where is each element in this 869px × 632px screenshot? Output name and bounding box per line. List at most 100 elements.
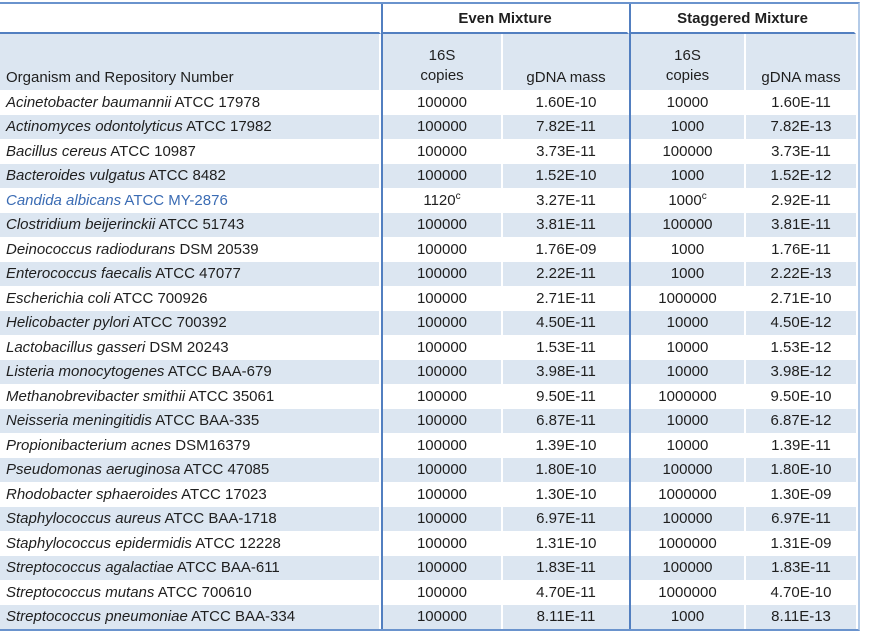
repository-number: ATCC BAA-334 xyxy=(191,608,296,626)
even-gdna-mass-cell: 1.39E-10 xyxy=(503,433,629,458)
even-16s-copies-value: 100000 xyxy=(416,510,468,528)
even-16s-copies-cell: 100000 xyxy=(381,139,503,164)
table-row: Staphylococcus aureus ATCC BAA-1718 1000… xyxy=(0,506,856,531)
staggered-16s-copies-cell: 100000 xyxy=(629,457,746,482)
species-name: Acinetobacter baumannii xyxy=(6,93,172,111)
staggered-gdna-mass-value: 3.81E-11 xyxy=(771,216,831,234)
even-16s-copies-value: 100000 xyxy=(416,436,468,454)
staggered-16s-copies-value: 100000 xyxy=(662,559,713,577)
repository-number: ATCC BAA-679 xyxy=(167,363,272,381)
staggered-16s-copies-cell: 10000 xyxy=(629,310,746,335)
even-gdna-mass-cell: 1.76E-09 xyxy=(503,237,629,262)
staggered-16s-copies-cell: 100000 xyxy=(629,139,746,164)
table-row: Methanobrevibacter smithii ATCC 35061 10… xyxy=(0,384,856,409)
staggered-16s-copies-value: 10000 xyxy=(666,338,709,356)
even-16s-copies-value: 100000 xyxy=(416,412,468,430)
repository-number: ATCC 35061 xyxy=(188,387,275,405)
repository-number: ATCC 51743 xyxy=(158,216,245,234)
staggered-gdna-mass-cell: 1.39E-11 xyxy=(746,433,856,458)
table-row: Lactobacillus gasseri DSM 20243 100000 1… xyxy=(0,335,856,360)
staggered-16s-copies-cell: 1000c xyxy=(629,188,746,213)
staggered-16s-copies-cell: 1000 xyxy=(629,237,746,262)
species-name: Staphylococcus aureus xyxy=(6,510,162,528)
organism-cell: Helicobacter pylori ATCC 700392 xyxy=(0,310,381,335)
even-16s-copies-value: 100000 xyxy=(416,485,468,503)
header-copies-label: copies xyxy=(420,67,464,84)
staggered-gdna-mass-value: 9.50E-10 xyxy=(770,387,832,405)
organism-cell: Acinetobacter baumannii ATCC 17978 xyxy=(0,90,381,115)
even-16s-copies-value: 100000 xyxy=(416,289,468,307)
staggered-gdna-mass-cell: 6.97E-11 xyxy=(746,506,856,531)
staggered-gdna-mass-cell: 1.83E-11 xyxy=(746,555,856,580)
even-16s-copies-cell: 100000 xyxy=(381,114,503,139)
staggered-gdna-mass-value: 1.39E-11 xyxy=(771,436,831,454)
even-16s-copies-cell: 100000 xyxy=(381,555,503,580)
species-name: Streptococcus pneumoniae xyxy=(6,608,188,626)
staggered-gdna-mass-value: 1.80E-10 xyxy=(770,461,832,479)
staggered-16s-copies-cell: 100000 xyxy=(629,212,746,237)
even-16s-copies-value: 100000 xyxy=(416,216,468,234)
even-gdna-mass-cell: 1.53E-11 xyxy=(503,335,629,360)
staggered-16s-copies-header: 16S copies xyxy=(629,34,746,90)
even-16s-copies-value: 100000 xyxy=(416,534,468,552)
repository-number: ATCC 17978 xyxy=(174,93,261,111)
organism-cell: Rhodobacter sphaeroides ATCC 17023 xyxy=(0,482,381,507)
group-header-row: Even Mixture Staggered Mixture xyxy=(0,4,856,34)
even-16s-copies-value: 100000 xyxy=(416,265,468,283)
even-gdna-mass-value: 1.53E-11 xyxy=(536,338,596,356)
species-name: Candida albicans xyxy=(6,191,122,209)
staggered-16s-copies-value: 1000 xyxy=(670,265,705,283)
even-gdna-mass-cell: 7.82E-11 xyxy=(503,114,629,139)
even-gdna-mass-cell: 6.97E-11 xyxy=(503,506,629,531)
staggered-gdna-mass-cell: 7.82E-13 xyxy=(746,114,856,139)
table-body: Acinetobacter baumannii ATCC 17978 10000… xyxy=(0,90,856,629)
staggered-gdna-mass-cell: 1.31E-09 xyxy=(746,531,856,556)
staggered-16s-copies-value: 10000 xyxy=(666,93,709,111)
staggered-16s-copies-value: 1000 xyxy=(670,118,705,136)
staggered-gdna-mass-cell: 1.60E-11 xyxy=(746,90,856,115)
even-16s-copies-value: 100000 xyxy=(416,608,468,626)
organism-cell: Streptococcus mutans ATCC 700610 xyxy=(0,580,381,605)
staggered-16s-copies-cell: 1000 xyxy=(629,261,746,286)
organism-cell: Neisseria meningitidis ATCC BAA-335 xyxy=(0,408,381,433)
header-16s-label: 16S xyxy=(428,47,456,64)
even-16s-copies-cell: 100000 xyxy=(381,384,503,409)
staggered-16s-copies-value: 1000000 xyxy=(658,534,717,552)
even-16s-copies-value: 100000 xyxy=(416,387,468,405)
even-gdna-mass-value: 9.50E-11 xyxy=(536,387,596,405)
staggered-16s-copies-cell: 1000000 xyxy=(629,580,746,605)
even-16s-copies-value: 100000 xyxy=(416,338,468,356)
species-name: Staphylococcus epidermidis xyxy=(6,534,192,552)
even-gdna-mass-cell: 3.27E-11 xyxy=(503,188,629,213)
staggered-gdna-mass-header: gDNA mass xyxy=(746,34,856,90)
staggered-gdna-mass-value: 7.82E-13 xyxy=(770,118,832,136)
even-gdna-mass-value: 1.52E-10 xyxy=(535,167,597,185)
footnote-marker: c xyxy=(701,190,707,202)
even-16s-copies-cell: 100000 xyxy=(381,531,503,556)
table-row: Listeria monocytogenes ATCC BAA-679 1000… xyxy=(0,359,856,384)
staggered-16s-copies-cell: 10000 xyxy=(629,433,746,458)
staggered-16s-copies-value: 1000000 xyxy=(658,289,717,307)
organism-cell: Streptococcus pneumoniae ATCC BAA-334 xyxy=(0,604,381,629)
staggered-16s-copies-cell: 1000 xyxy=(629,604,746,629)
footnote-marker: c xyxy=(455,190,461,202)
even-16s-copies-cell: 100000 xyxy=(381,237,503,262)
staggered-gdna-mass-cell: 2.92E-11 xyxy=(746,188,856,213)
even-16s-copies-value: 1120 xyxy=(423,191,456,209)
even-16s-copies-value: 100000 xyxy=(416,461,468,479)
table-row: Candida albicans ATCC MY-2876 1120c 3.27… xyxy=(0,188,856,213)
even-gdna-mass-cell: 6.87E-11 xyxy=(503,408,629,433)
even-16s-copies-cell: 100000 xyxy=(381,310,503,335)
organism-cell: Bacillus cereus ATCC 10987 xyxy=(0,139,381,164)
table-row: Deinococcus radiodurans DSM 20539 100000… xyxy=(0,237,856,262)
organism-column-header: Organism and Repository Number xyxy=(0,34,381,90)
staggered-16s-copies-cell: 100000 xyxy=(629,506,746,531)
even-gdna-mass-value: 1.39E-10 xyxy=(535,436,597,454)
staggered-gdna-mass-cell: 1.76E-11 xyxy=(746,237,856,262)
staggered-16s-copies-value: 1000000 xyxy=(658,583,717,601)
staggered-gdna-mass-value: 2.92E-11 xyxy=(771,191,831,209)
even-gdna-mass-value: 2.71E-11 xyxy=(536,289,596,307)
species-name: Streptococcus agalactiae xyxy=(6,559,174,577)
even-mixture-header: Even Mixture xyxy=(381,4,629,34)
corner-cell xyxy=(0,4,381,34)
